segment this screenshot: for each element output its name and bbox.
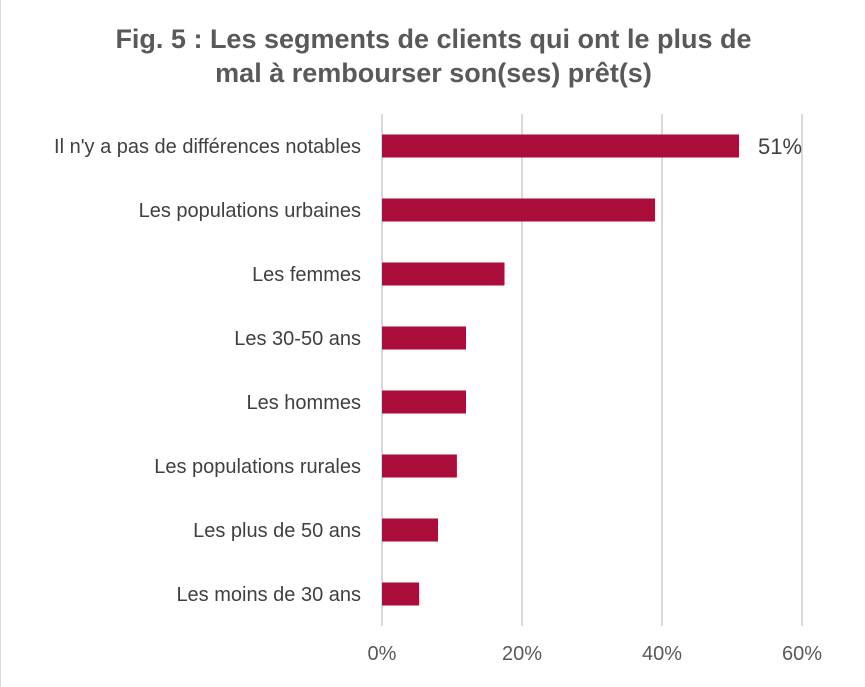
bars — [382, 134, 739, 606]
chart-title-line-1: Fig. 5 : Les segments de clients qui ont… — [115, 24, 752, 54]
category-label: Les hommes — [247, 392, 362, 414]
gridlines — [381, 114, 803, 626]
x-axis-ticks: 0% 20% 40% 60% — [368, 643, 823, 665]
data-label: 51% — [758, 134, 802, 159]
x-tick-label: 40% — [642, 643, 682, 665]
category-label: Les femmes — [252, 264, 361, 286]
category-label: Les 30-50 ans — [234, 328, 361, 350]
category-labels: Il n'y a pas de différences notables Les … — [54, 136, 361, 606]
category-label: Les plus de 50 ans — [193, 520, 361, 542]
bar — [382, 134, 739, 158]
x-tick-label: 20% — [502, 643, 542, 665]
bar — [382, 198, 655, 222]
bar — [382, 326, 466, 350]
chart-title-line-2: mal à rembourser son(ses) prêt(s) — [215, 58, 652, 88]
bar — [382, 390, 466, 414]
data-labels: 51% — [758, 134, 802, 159]
category-label: Les moins de 30 ans — [176, 584, 361, 606]
bar — [382, 454, 457, 478]
bar — [382, 518, 438, 542]
category-label: Les populations urbaines — [139, 200, 361, 222]
x-tick-label: 60% — [782, 643, 822, 665]
category-label: Les populations rurales — [154, 456, 361, 478]
category-label: Il n'y a pas de différences notables — [54, 136, 361, 158]
bar — [382, 582, 420, 606]
bar — [382, 262, 505, 286]
x-tick-label: 0% — [368, 643, 397, 665]
chart-title: Fig. 5 : Les segments de clients qui ont… — [1, 22, 865, 90]
